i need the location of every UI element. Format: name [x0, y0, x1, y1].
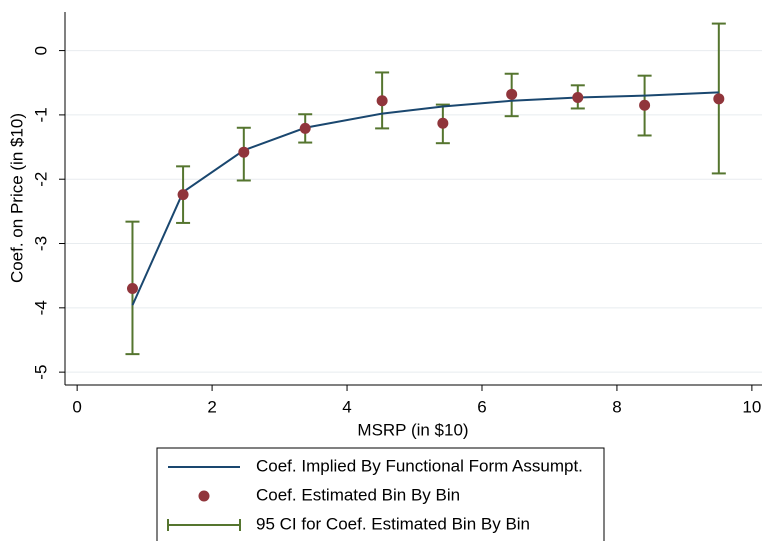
- legend-label: 95 CI for Coef. Estimated Bin By Bin: [256, 514, 530, 533]
- data-point: [299, 122, 311, 134]
- data-point: [713, 93, 725, 105]
- legend-swatch: [167, 519, 241, 531]
- x-tick-label: 10: [742, 397, 761, 416]
- data-point: [177, 189, 189, 201]
- x-tick-label: 2: [207, 397, 216, 416]
- legend-label: Coef. Implied By Functional Form Assumpt…: [256, 456, 583, 475]
- data-point: [437, 117, 449, 129]
- y-tick-label: -4: [31, 300, 50, 315]
- x-tick-label: 4: [342, 397, 351, 416]
- grid: [65, 50, 762, 373]
- data-point: [376, 95, 388, 107]
- legend-label: Coef. Estimated Bin By Bin: [256, 485, 460, 504]
- legend-swatch: [198, 490, 210, 502]
- fit-line: [131, 91, 719, 306]
- y-tick-label: -3: [31, 236, 50, 251]
- data-point: [238, 146, 250, 158]
- data-point: [126, 283, 138, 295]
- data-point: [506, 88, 518, 100]
- error-bars: [125, 22, 726, 356]
- y-axis-title: Coef. on Price (in $10): [7, 113, 26, 283]
- data-point: [572, 92, 584, 104]
- x-axis-title: MSRP (in $10): [357, 420, 468, 439]
- y-tick-label: -2: [31, 172, 50, 187]
- data-point: [639, 99, 651, 111]
- x-tick-label: 0: [72, 397, 81, 416]
- x-tick-label: 8: [612, 397, 621, 416]
- y-tick-label: -1: [31, 107, 50, 122]
- x-tick-label: 6: [477, 397, 486, 416]
- y-tick-label: -5: [31, 365, 50, 380]
- y-tick-label: 0: [31, 46, 50, 55]
